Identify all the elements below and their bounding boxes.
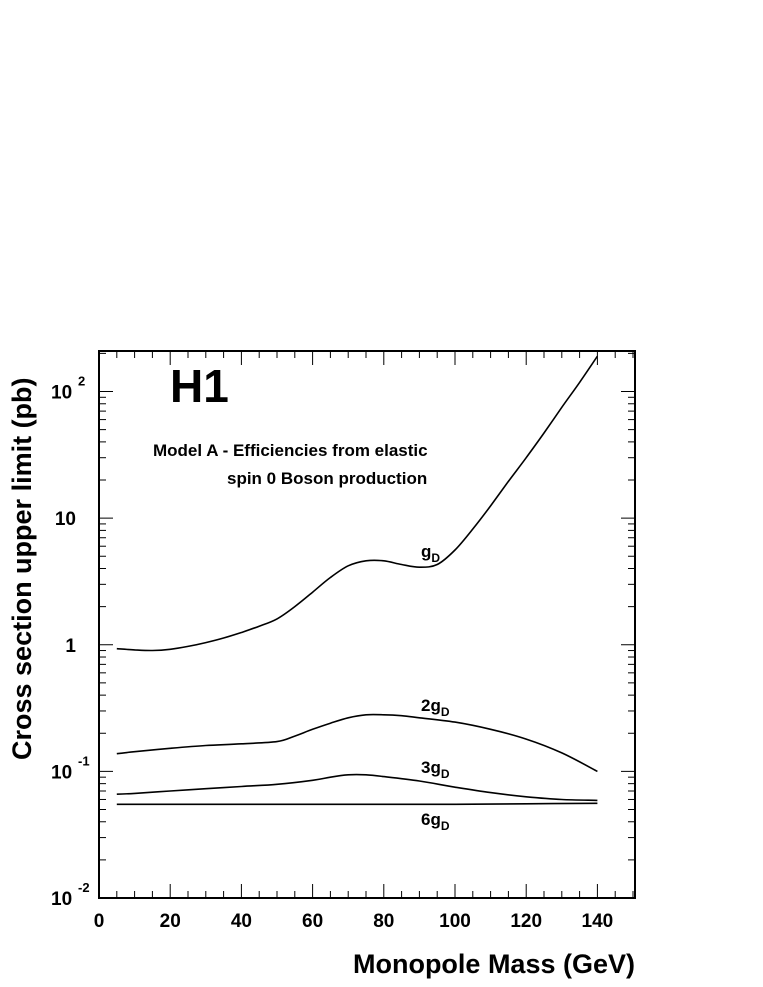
x-tick-label: 20 [160,911,181,932]
series-curves [116,355,599,806]
annotation-line-2: spin 0 Boson production [227,469,427,488]
y-tick-exponent: -1 [78,753,90,768]
x-tick-label: 140 [582,911,614,932]
y-tick-label: 10 [51,762,72,783]
y-tick-label: 10 [51,889,72,910]
x-tick-label: 100 [439,911,471,932]
series-labels: gD 2gD 3gD 6gD [421,542,450,833]
annotation-line-1: Model A - Efficiencies from elastic [153,441,428,460]
y-tick-label: 1 [65,636,76,657]
plot-frame [98,350,636,899]
y-tick-exponent: 2 [78,374,85,389]
series-gD-label: gD [421,542,440,565]
x-tick-label: 80 [373,911,394,932]
series-6gD-label: 6gD [421,810,450,833]
x-tick-label: 60 [302,911,323,932]
series-2gD-line [116,713,598,773]
x-tick-labels: 0 20 40 60 80 100 120 140 [94,911,614,932]
series-3gD-label: 3gD [421,758,450,781]
series-3gD-line [116,773,598,802]
y-tick-label: 10 [55,509,76,530]
x-tick-label: 0 [94,911,105,932]
series-gD-line [116,355,599,652]
y-tick-exponent: -2 [78,880,90,895]
series-6gD-line [116,802,598,806]
y-axis-title: Cross section upper limit (pb) [7,377,37,760]
x-axis-title: Monopole Mass (GeV) [353,949,635,979]
h1-logo: H1 [170,360,229,412]
axis-ticks [98,351,635,899]
x-tick-label: 120 [510,911,542,932]
x-tick-label: 40 [231,911,252,932]
y-tick-label: 10 [51,383,72,404]
series-2gD-label: 2gD [421,696,450,719]
y-tick-labels: 10 -2 10 -1 1 10 10 2 [51,374,90,911]
